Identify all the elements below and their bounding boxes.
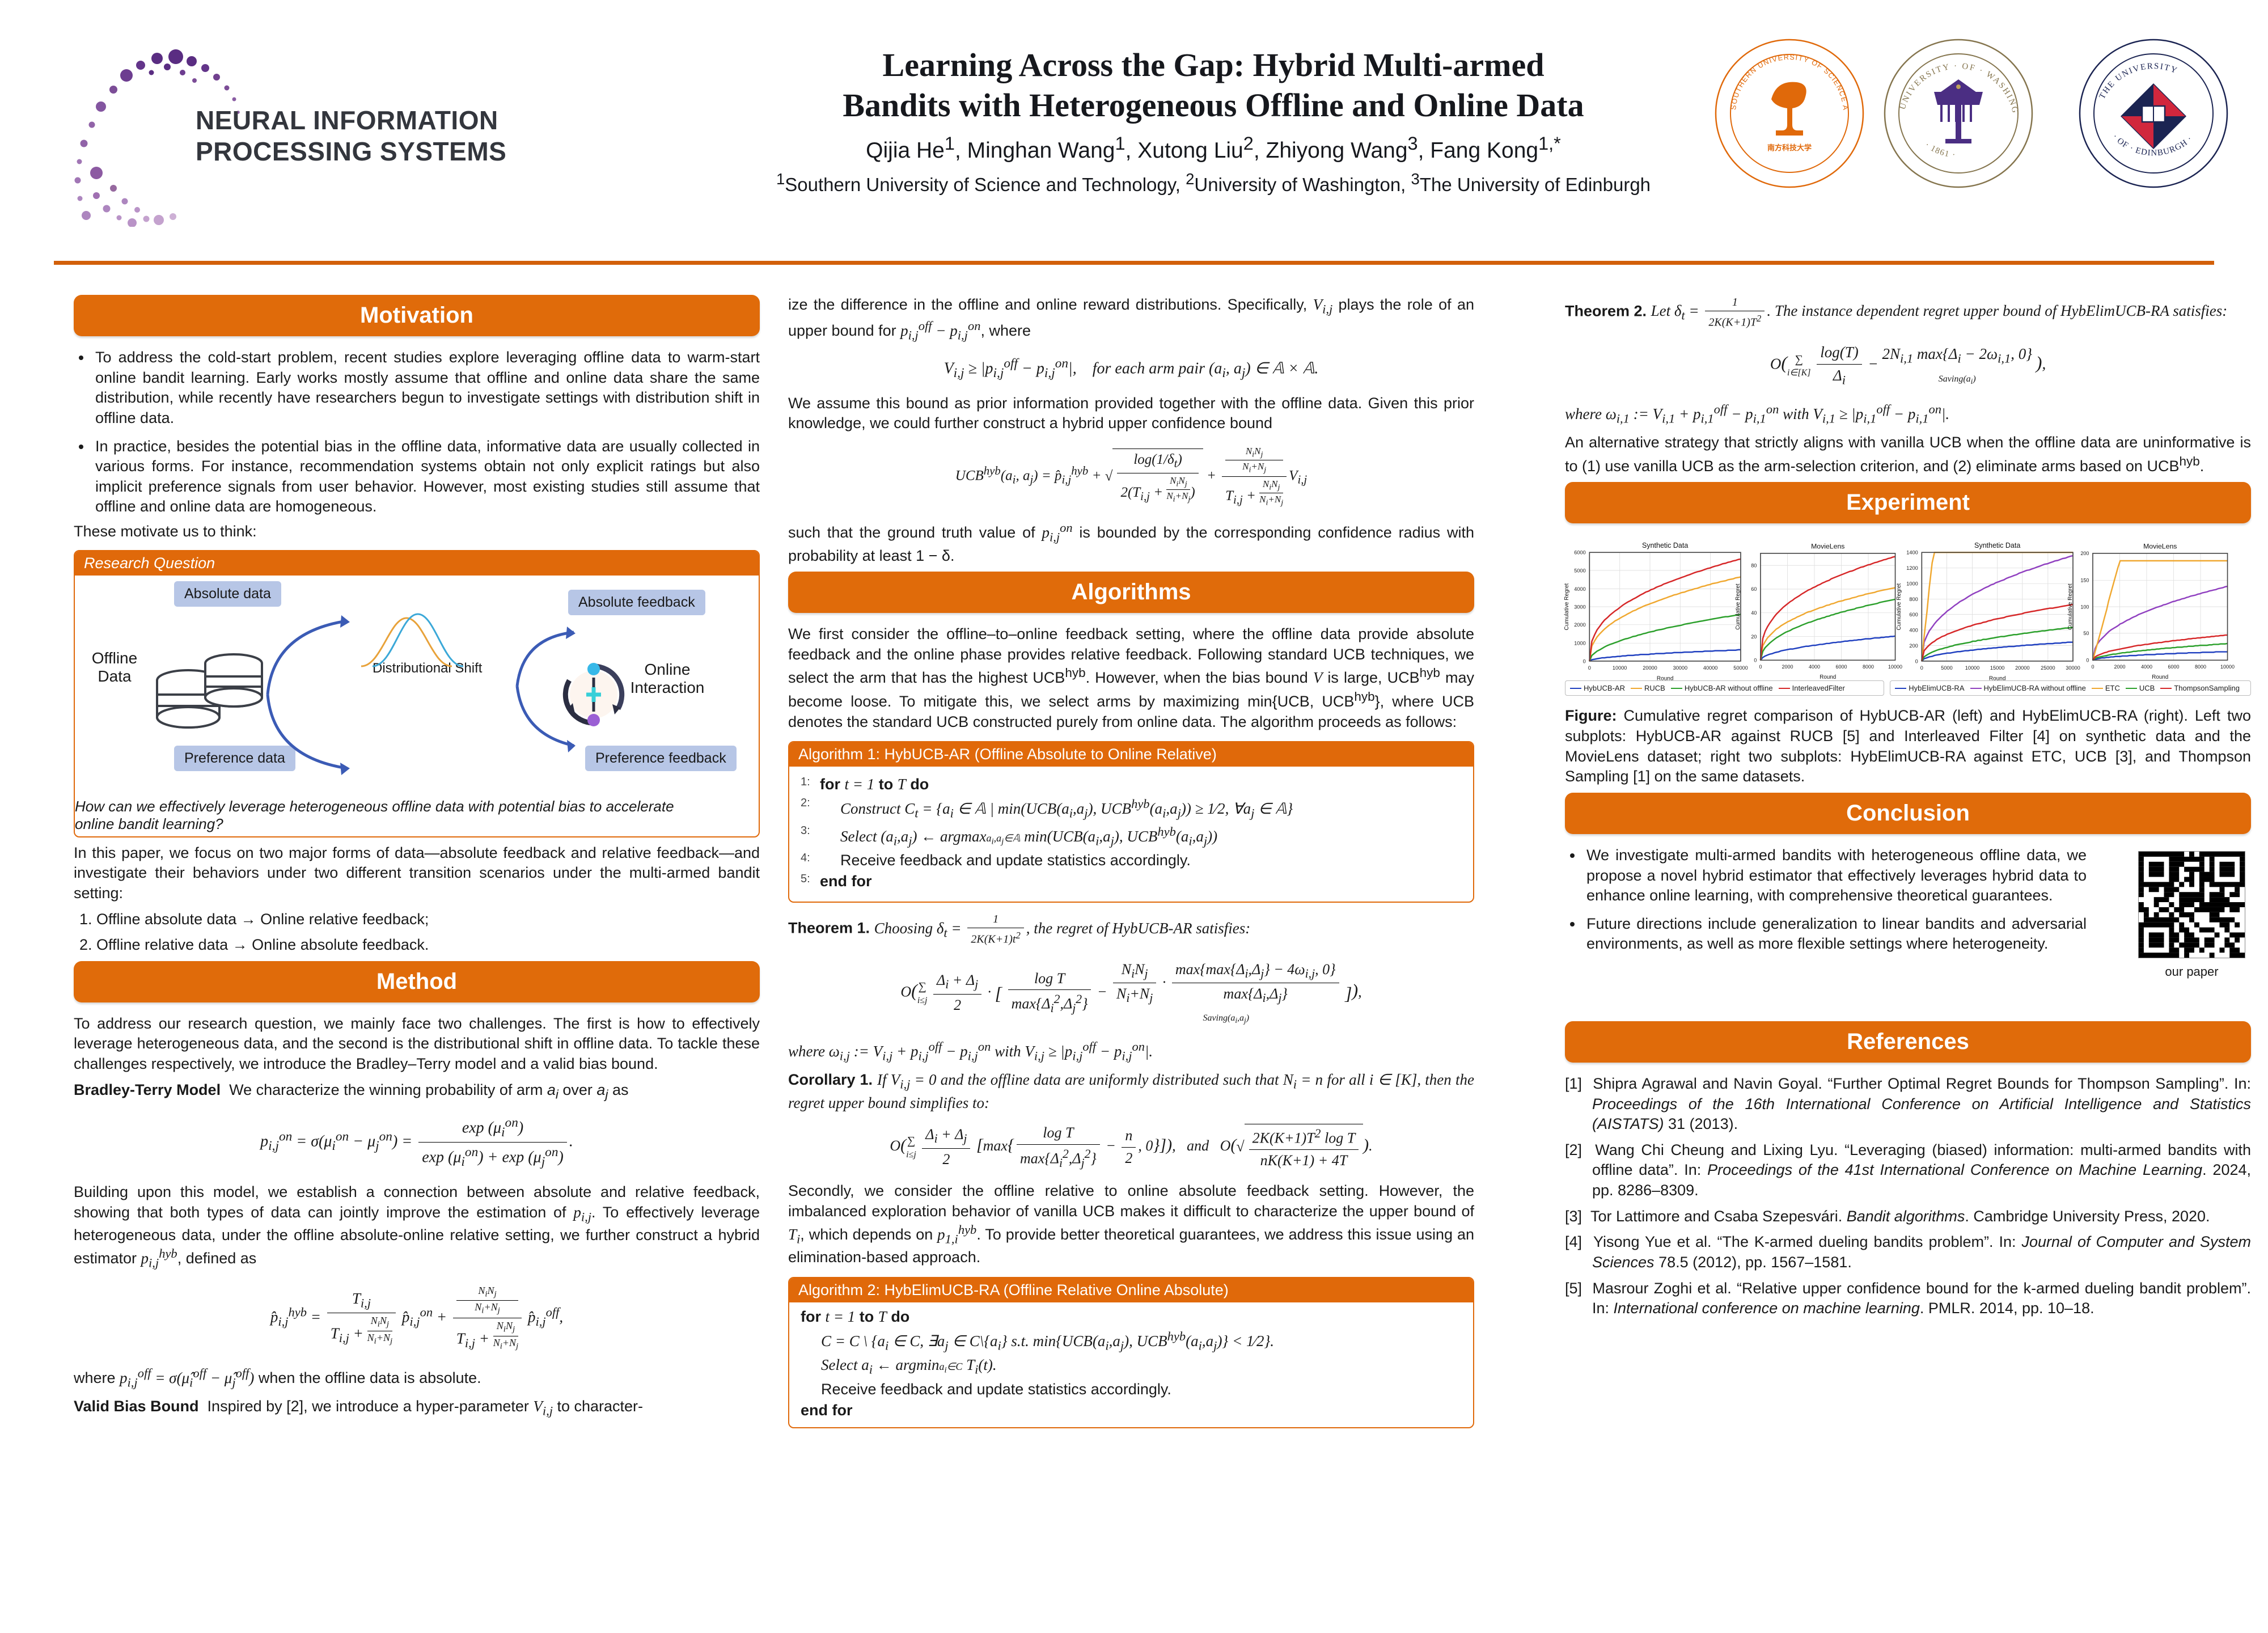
svg-text:100: 100 [2080, 604, 2089, 610]
svg-text:1400: 1400 [1906, 550, 1918, 556]
svg-text:0: 0 [1754, 658, 1757, 663]
svg-text:40000: 40000 [1703, 665, 1717, 671]
svg-text:25000: 25000 [2041, 665, 2055, 671]
svg-text:10000: 10000 [2220, 665, 2235, 670]
svg-text:2000: 2000 [1574, 623, 1585, 628]
svg-text:Synthetic Data: Synthetic Data [1642, 541, 1688, 549]
svg-text:Cumulative Regret: Cumulative Regret [1564, 583, 1570, 631]
svg-text:Cumulative Regret: Cumulative Regret [2067, 584, 2074, 631]
svg-text:0: 0 [1583, 659, 1586, 665]
svg-text:MovieLens: MovieLens [2143, 543, 2177, 551]
svg-text:4000: 4000 [1809, 665, 1820, 670]
svg-text:4000: 4000 [1574, 586, 1585, 592]
svg-text:0: 0 [1920, 665, 1923, 671]
svg-text:1000: 1000 [1574, 641, 1585, 646]
svg-text:200: 200 [2080, 551, 2089, 557]
svg-text:MovieLens: MovieLens [1811, 543, 1844, 551]
svg-text:20000: 20000 [2015, 665, 2029, 671]
svg-text:10000: 10000 [1965, 665, 1979, 671]
svg-text:1200: 1200 [1906, 566, 1918, 572]
svg-text:0: 0 [1588, 665, 1591, 671]
svg-text:Cumulative Regret: Cumulative Regret [1896, 583, 1902, 631]
svg-text:150: 150 [2080, 578, 2089, 583]
svg-text:200: 200 [1909, 643, 1918, 649]
svg-text:Cumulative Regret: Cumulative Regret [1735, 584, 1741, 631]
svg-text:2000: 2000 [1782, 665, 1793, 670]
svg-text:3000: 3000 [1574, 604, 1585, 610]
svg-text:40: 40 [1751, 610, 1757, 616]
svg-text:30000: 30000 [1673, 665, 1687, 671]
svg-text:6000: 6000 [1836, 665, 1847, 670]
svg-text:6000: 6000 [2168, 665, 2180, 670]
svg-text:60: 60 [1751, 587, 1757, 593]
svg-text:南方科技大学: 南方科技大学 [1767, 143, 1812, 152]
svg-text:Round: Round [1820, 675, 1836, 681]
svg-text:400: 400 [1909, 628, 1918, 633]
svg-text:0: 0 [1915, 659, 1918, 665]
svg-text:5000: 5000 [1941, 665, 1952, 671]
svg-text:800: 800 [1909, 597, 1918, 603]
svg-text:50: 50 [2083, 631, 2089, 637]
svg-text:20: 20 [1751, 634, 1757, 640]
svg-text:8000: 8000 [1863, 665, 1874, 670]
svg-text:2000: 2000 [2114, 665, 2125, 670]
svg-text:20000: 20000 [1643, 665, 1657, 671]
svg-text:Synthetic Data: Synthetic Data [1974, 541, 2020, 549]
svg-text:1000: 1000 [1906, 581, 1918, 587]
svg-text:10000: 10000 [1613, 665, 1627, 671]
svg-text:15000: 15000 [1990, 665, 2004, 671]
svg-text:4000: 4000 [2141, 665, 2152, 670]
svg-text:0: 0 [2091, 665, 2094, 670]
svg-text:0: 0 [2086, 658, 2089, 663]
svg-text:80: 80 [1751, 563, 1757, 569]
svg-text:5000: 5000 [1574, 568, 1585, 574]
svg-text:6000: 6000 [1574, 550, 1585, 556]
svg-text:8000: 8000 [2195, 665, 2206, 670]
svg-text:Round: Round [2152, 675, 2168, 681]
svg-text:600: 600 [1909, 612, 1918, 617]
svg-text:0: 0 [1759, 665, 1762, 670]
